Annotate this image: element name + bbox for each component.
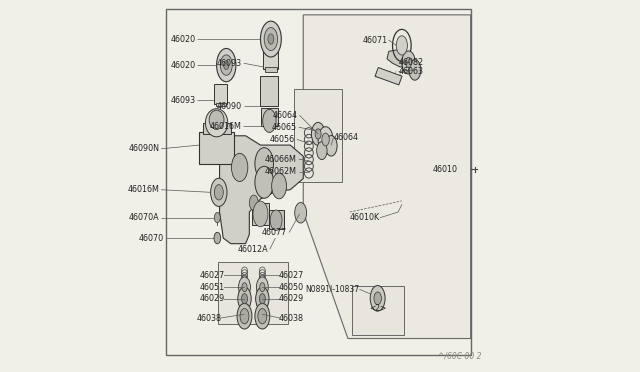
Text: 46029: 46029 xyxy=(200,294,225,303)
Text: 46077: 46077 xyxy=(262,228,287,237)
Ellipse shape xyxy=(325,135,337,156)
Text: 46010K: 46010K xyxy=(349,213,380,222)
Polygon shape xyxy=(387,49,413,67)
Text: 46020: 46020 xyxy=(170,61,195,70)
Text: ^/60C 00 2: ^/60C 00 2 xyxy=(438,352,482,361)
Bar xyxy=(265,67,277,72)
Ellipse shape xyxy=(270,210,282,231)
Bar xyxy=(199,132,234,164)
Text: 46065: 46065 xyxy=(272,123,297,132)
Ellipse shape xyxy=(374,292,381,305)
Ellipse shape xyxy=(214,212,220,223)
Ellipse shape xyxy=(260,283,265,292)
Ellipse shape xyxy=(268,34,274,44)
Ellipse shape xyxy=(220,55,232,76)
Text: 46063: 46063 xyxy=(399,67,424,76)
Ellipse shape xyxy=(264,28,278,51)
Bar xyxy=(351,286,404,335)
Text: 46050: 46050 xyxy=(279,283,304,292)
Ellipse shape xyxy=(271,173,287,199)
Ellipse shape xyxy=(255,148,273,180)
Ellipse shape xyxy=(223,61,229,70)
Bar xyxy=(264,45,278,69)
Ellipse shape xyxy=(214,185,223,200)
Text: 46070A: 46070A xyxy=(129,213,159,222)
Ellipse shape xyxy=(239,277,250,298)
Text: N0891I-10837: N0891I-10837 xyxy=(305,285,359,294)
Ellipse shape xyxy=(241,294,248,304)
Ellipse shape xyxy=(317,142,327,160)
Polygon shape xyxy=(303,15,470,339)
Polygon shape xyxy=(294,89,342,182)
Ellipse shape xyxy=(237,304,252,329)
Text: 46020: 46020 xyxy=(170,35,195,44)
Ellipse shape xyxy=(250,195,259,211)
Ellipse shape xyxy=(209,110,224,129)
Bar xyxy=(375,68,402,85)
Text: 46090: 46090 xyxy=(217,102,242,110)
Text: 46062M: 46062M xyxy=(265,167,297,176)
Ellipse shape xyxy=(322,133,330,146)
Bar xyxy=(252,203,269,225)
Text: 46027: 46027 xyxy=(279,271,305,280)
Ellipse shape xyxy=(232,153,248,182)
Bar xyxy=(260,76,278,106)
Polygon shape xyxy=(220,136,303,244)
Bar xyxy=(216,103,227,106)
Text: 46027: 46027 xyxy=(200,271,225,280)
Text: 46016M: 46016M xyxy=(209,122,241,131)
Text: 46038: 46038 xyxy=(279,314,304,323)
Ellipse shape xyxy=(240,308,249,324)
Text: 46010: 46010 xyxy=(433,165,458,174)
Text: 46090N: 46090N xyxy=(128,144,159,153)
Text: 46038: 46038 xyxy=(196,314,221,323)
Ellipse shape xyxy=(238,287,251,310)
Ellipse shape xyxy=(402,51,415,74)
Ellipse shape xyxy=(262,109,276,132)
Text: 46071: 46071 xyxy=(363,36,388,45)
Ellipse shape xyxy=(242,283,247,292)
Ellipse shape xyxy=(205,109,228,137)
Ellipse shape xyxy=(259,294,266,304)
Ellipse shape xyxy=(255,166,273,198)
Ellipse shape xyxy=(214,232,221,244)
Text: 46016M: 46016M xyxy=(127,185,159,194)
Text: 46051: 46051 xyxy=(200,283,225,292)
Ellipse shape xyxy=(396,36,408,55)
Bar xyxy=(218,262,289,324)
Ellipse shape xyxy=(318,127,333,152)
Text: 46093: 46093 xyxy=(170,96,195,105)
Bar xyxy=(261,108,278,126)
Ellipse shape xyxy=(258,308,267,324)
Text: 46064: 46064 xyxy=(273,111,298,120)
Text: 46064: 46064 xyxy=(333,133,358,142)
Text: 46066M: 46066M xyxy=(265,155,297,164)
Ellipse shape xyxy=(253,201,268,227)
Bar xyxy=(214,84,227,104)
Text: 46029: 46029 xyxy=(279,294,305,303)
Text: <2>: <2> xyxy=(369,304,387,312)
Ellipse shape xyxy=(260,21,282,57)
Text: 46093: 46093 xyxy=(217,59,242,68)
Ellipse shape xyxy=(294,202,307,223)
Text: 46082: 46082 xyxy=(399,58,424,67)
Ellipse shape xyxy=(255,287,269,310)
Ellipse shape xyxy=(255,304,270,329)
Ellipse shape xyxy=(216,48,236,82)
Bar xyxy=(166,9,470,355)
Ellipse shape xyxy=(406,57,412,68)
Ellipse shape xyxy=(211,178,227,206)
Ellipse shape xyxy=(370,286,385,311)
Text: 46056: 46056 xyxy=(270,135,295,144)
Ellipse shape xyxy=(257,277,268,298)
Text: 46070: 46070 xyxy=(139,234,164,243)
Bar xyxy=(269,210,284,229)
Ellipse shape xyxy=(312,122,325,145)
Text: 46012A: 46012A xyxy=(237,245,268,254)
Ellipse shape xyxy=(409,60,421,80)
Ellipse shape xyxy=(315,129,321,139)
Bar xyxy=(203,123,231,134)
